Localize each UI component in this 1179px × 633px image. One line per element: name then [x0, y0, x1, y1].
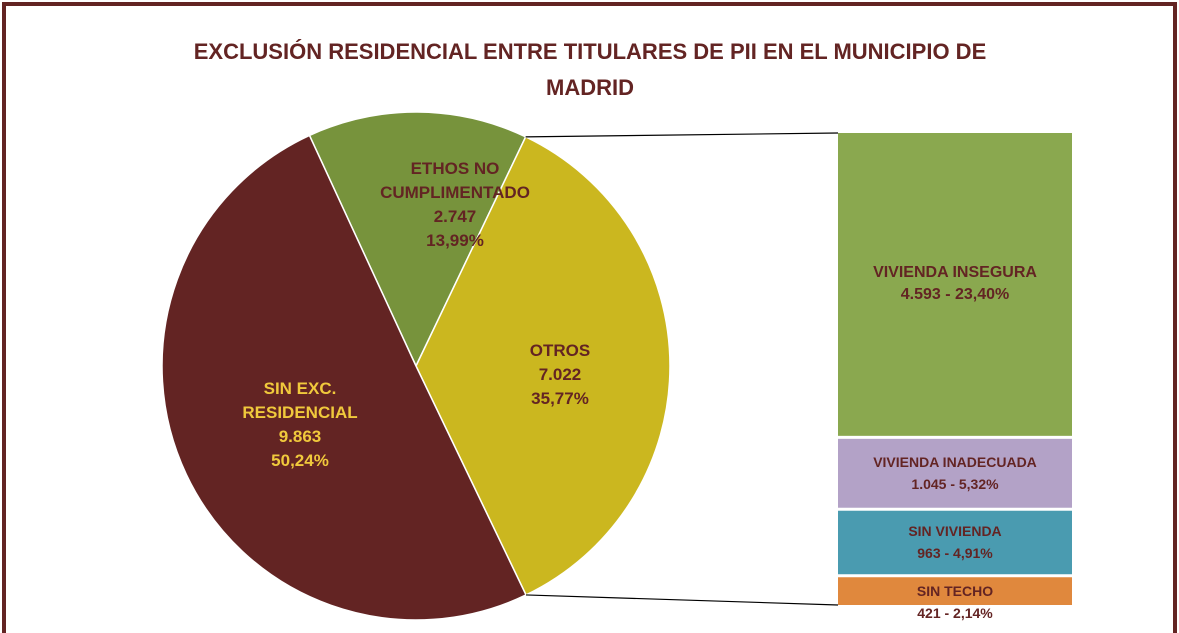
connector — [525, 132, 839, 138]
slice-label: SIN EXC. RESIDENCIAL 9.863 50,24% — [230, 377, 370, 473]
slice-percent: 50,24% — [271, 451, 329, 470]
bar-value: 4.593 - 23,40% — [900, 286, 1010, 304]
slice-name: OTROS — [529, 341, 591, 360]
bar-value: 963 - 4,91% — [917, 545, 993, 562]
bar-value: 421 - 2,14% — [917, 605, 993, 622]
slice-percent: 35,77% — [531, 389, 589, 408]
bar-name: VIVIENDA INADECUADA — [873, 454, 1037, 471]
bar-name: SIN VIVIENDA — [908, 523, 1002, 540]
bar-value: 1.045 - 5,32% — [911, 476, 999, 493]
bar-name: SIN TECHO — [916, 583, 994, 600]
slice-value: 9.863 — [278, 427, 322, 446]
pie-slice — [308, 111, 527, 368]
connector — [525, 594, 839, 606]
slice-name: SIN EXC. RESIDENCIAL — [242, 379, 358, 422]
breakdown-bar — [838, 133, 1072, 436]
pie-slice — [415, 135, 671, 596]
chart-title: EXCLUSIÓN RESIDENCIAL ENTRE TITULARES DE… — [193, 39, 987, 100]
bar-name: VIVIENDA INSEGURA — [873, 264, 1037, 282]
slice-name: ETHOS NO CUMPLIMENTADO — [380, 159, 530, 202]
slice-label: OTROS 7.022 35,77% — [500, 339, 620, 411]
slice-value: 2.747 — [433, 207, 477, 226]
slice-value: 7.022 — [538, 365, 582, 384]
pie-slice — [161, 134, 527, 621]
breakdown-bar — [838, 510, 1072, 575]
breakdown-bar — [838, 577, 1072, 605]
slice-percent: 13,99% — [426, 231, 484, 250]
breakdown-bar — [838, 438, 1072, 508]
slice-label: ETHOS NO CUMPLIMENTADO 2.747 13,99% — [355, 157, 555, 253]
